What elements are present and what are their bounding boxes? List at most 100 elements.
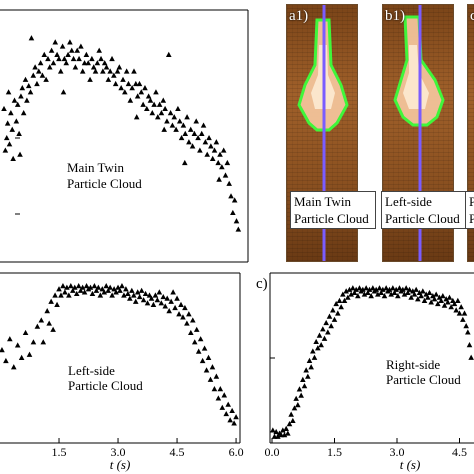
right-side-point	[316, 332, 323, 338]
left-side-point	[150, 301, 157, 307]
right-side-point	[413, 286, 419, 292]
photo-id: c	[470, 8, 474, 25]
right-side-point	[388, 291, 394, 297]
left-side-label-box	[64, 360, 144, 396]
right-side-point	[336, 297, 343, 303]
right-side-point	[461, 310, 468, 316]
left-side-point	[101, 289, 108, 295]
main-twin-point	[101, 60, 108, 66]
main-twin-point	[114, 68, 121, 74]
main-twin-point	[30, 72, 37, 78]
main-twin-point	[181, 159, 188, 166]
left-side-point	[14, 342, 21, 348]
left-side-point	[105, 287, 111, 293]
main-twin-point	[20, 110, 27, 116]
right-side-point	[335, 310, 341, 316]
main-twin-point	[45, 55, 51, 62]
left-side-point	[129, 287, 135, 293]
main-twin-point	[43, 76, 49, 82]
left-side-label-line1: Left-side	[68, 363, 115, 378]
main-twin-point	[140, 101, 146, 107]
right-side-label-line1: Right-side	[386, 357, 440, 372]
left-side-point	[64, 284, 70, 290]
main-twin-point	[35, 68, 42, 74]
right-side-point	[325, 329, 331, 335]
left-side-point	[134, 289, 141, 295]
photo-background	[468, 5, 474, 261]
right-side-point	[401, 291, 408, 297]
photo-b1-caption: Left-side Particle Cloud	[381, 191, 467, 229]
main-twin-point	[57, 68, 64, 74]
left-side-point	[180, 314, 186, 320]
right-side-point	[301, 383, 308, 389]
right-side-point	[360, 286, 366, 292]
right-side-point	[270, 427, 276, 433]
left-side-point	[97, 292, 104, 298]
left-side-point	[66, 292, 72, 298]
main-twin-point	[158, 110, 165, 116]
main-twin-point	[195, 134, 201, 141]
left-side-x-tick-label: 3.0	[111, 445, 126, 459]
right-side-point	[418, 293, 424, 299]
left-side-point	[79, 284, 86, 290]
main-twin-point	[204, 151, 211, 157]
right-side-label-box	[382, 354, 464, 390]
right-side-x-tick-label: 0.0	[265, 445, 280, 459]
right-side-point	[330, 307, 336, 313]
right-side-point	[291, 405, 298, 411]
right-side-point	[408, 294, 414, 300]
main-twin-point	[85, 60, 92, 66]
right-side-point	[353, 286, 359, 292]
cloud-image	[297, 5, 349, 261]
left-side-point	[0, 347, 5, 353]
left-side-point	[140, 297, 147, 303]
main-twin-point	[70, 55, 77, 62]
main-twin-point	[107, 68, 113, 74]
main-twin-point	[59, 43, 66, 49]
right-side-point	[441, 302, 448, 308]
main-twin-point	[118, 85, 124, 91]
right-side-point	[290, 417, 296, 424]
right-side-point	[400, 286, 406, 292]
right-side-panel: c) Right-side Particle Cloud 0.0 1.5 3.0 4.…	[256, 272, 474, 472]
main-twin-point	[100, 68, 106, 74]
main-twin-point	[182, 130, 189, 136]
main-twin-point	[122, 89, 128, 95]
right-side-point	[293, 395, 299, 401]
right-side-point	[380, 286, 386, 292]
left-side-point	[103, 283, 110, 289]
main-twin-point	[197, 147, 203, 153]
main-twin-point	[87, 76, 93, 82]
main-twin-point	[112, 80, 119, 87]
main-twin-point	[228, 193, 234, 199]
right-side-point	[320, 326, 326, 332]
left-side-point	[52, 292, 58, 298]
left-side-point	[168, 298, 174, 304]
right-side-x-axis-title: t (s)	[400, 457, 421, 472]
left-side-point	[233, 414, 239, 420]
main-twin-point	[61, 55, 68, 62]
main-twin-panel: Main Twin Particle Cloud	[0, 9, 249, 263]
right-side-point	[431, 296, 438, 302]
left-side-point	[146, 292, 153, 298]
main-twin-point	[235, 226, 242, 232]
left-side-point	[132, 298, 139, 304]
main-twin-point	[149, 110, 156, 116]
left-side-point	[62, 289, 68, 295]
left-side-point	[115, 284, 121, 290]
right-side-point	[346, 286, 353, 292]
right-side-point	[456, 310, 463, 316]
right-side-point	[445, 299, 451, 305]
right-side-point	[350, 285, 356, 291]
right-side-point	[331, 316, 338, 322]
main-twin-point	[213, 139, 220, 145]
main-twin-point	[68, 47, 75, 53]
main-twin-point	[164, 118, 170, 124]
right-side-point	[288, 411, 294, 417]
main-twin-point	[133, 114, 140, 120]
main-twin-label-box	[63, 156, 145, 194]
photo-id: a1)	[289, 8, 309, 24]
left-side-point	[144, 300, 151, 306]
left-side-point	[18, 354, 25, 360]
right-side-point	[283, 425, 289, 431]
